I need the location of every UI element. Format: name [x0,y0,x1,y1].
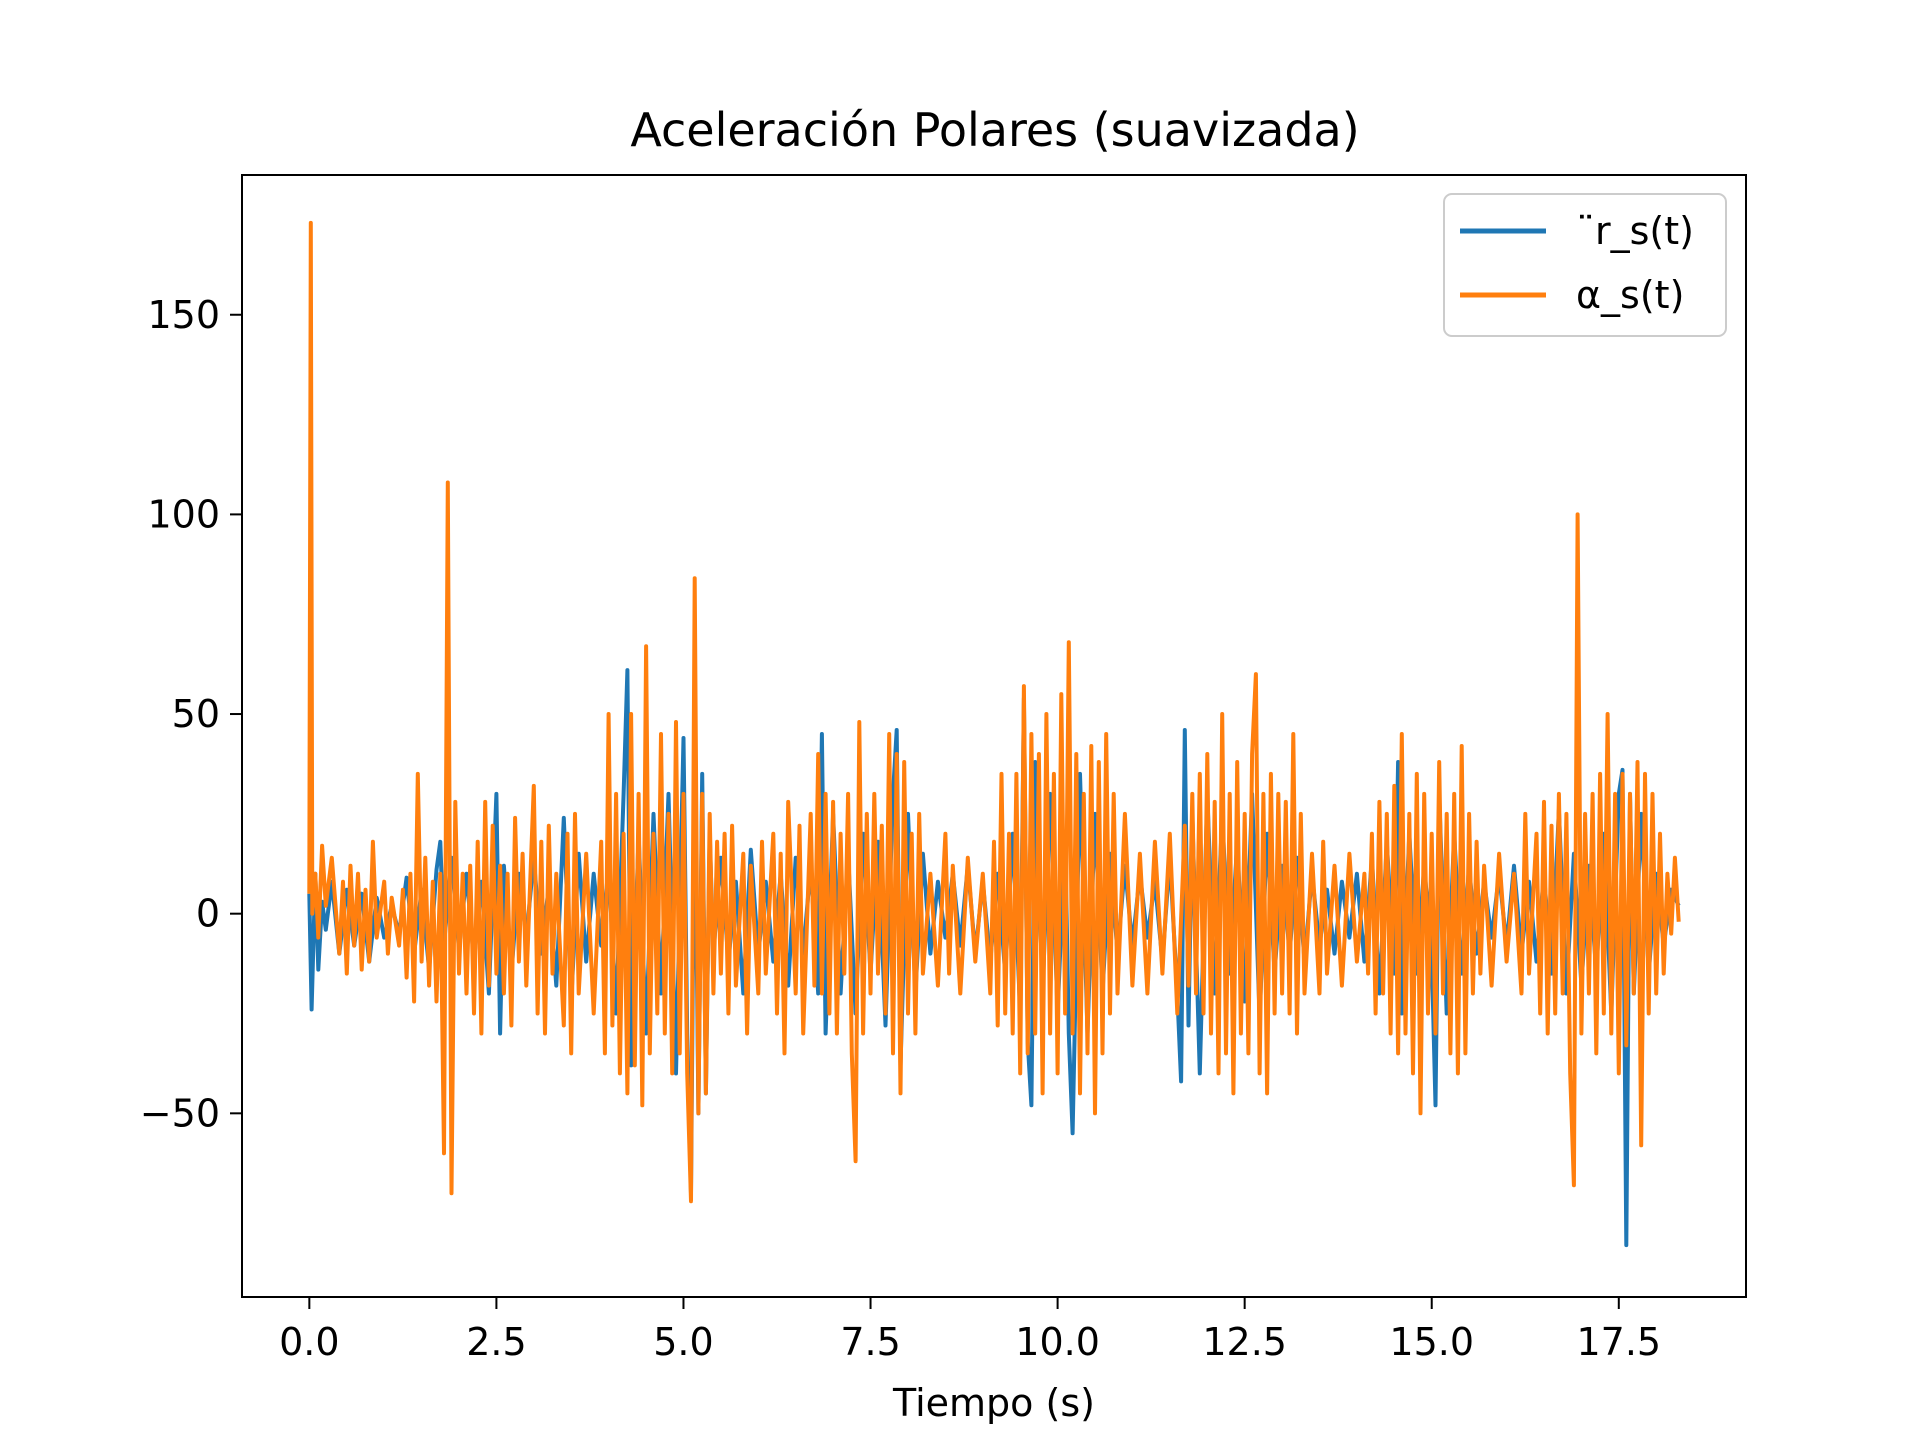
x-tick-label: 17.5 [1576,1320,1661,1364]
series-line-alpha [307,220,1681,1204]
y-tick-label: 0 [196,892,220,936]
y-tick-label: 50 [172,692,220,736]
y-tick-label: 150 [147,293,220,337]
y-tick-label: −50 [140,1091,220,1135]
series-layer [307,220,1681,1248]
x-tick-label: 12.5 [1202,1320,1287,1364]
plot-area-frame [241,174,1747,1298]
x-axis-label: Tiempo (s) [892,1381,1095,1425]
x-tick-label: 5.0 [653,1320,713,1364]
x-tick-label: 15.0 [1389,1320,1474,1364]
legend-label-r: ¨r_s(t) [1576,209,1694,253]
y-tick-label: 100 [147,492,220,536]
x-tick-label: 10.0 [1015,1320,1100,1364]
x-tick-label: 0.0 [279,1320,339,1364]
legend: ¨r_s(t) α_s(t) [1443,193,1727,337]
y-axis: −50 0 50 100 150 [140,293,242,1135]
x-axis: 0.0 2.5 5.0 7.5 10.0 12.5 15.0 17.5 [279,1297,1661,1364]
chart-title: Aceleración Polares (suavizada) [630,103,1359,157]
legend-label-alpha: α_s(t) [1576,273,1684,317]
x-tick-label: 2.5 [466,1320,526,1364]
x-tick-label: 7.5 [840,1320,900,1364]
